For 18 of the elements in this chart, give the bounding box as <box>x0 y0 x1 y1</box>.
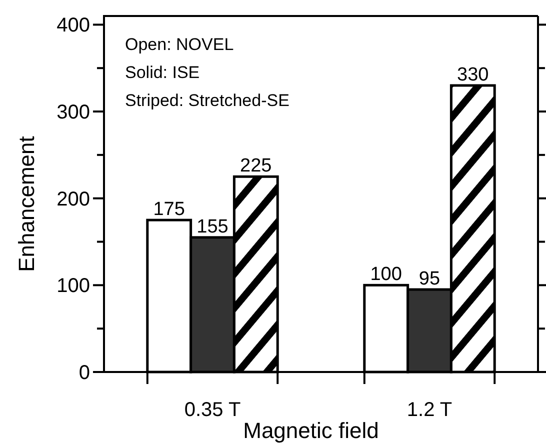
y-tick-label: 0 <box>78 362 90 384</box>
data-label: 95 <box>418 268 440 290</box>
annotation: Solid: ISE <box>125 63 200 82</box>
y-tick-label: 300 <box>56 102 90 124</box>
y-axis-title: Enhancement <box>14 136 39 272</box>
annotation: Striped: Stretched-SE <box>125 91 290 110</box>
y-tick-label: 400 <box>56 14 90 37</box>
y-tick-label: 200 <box>56 188 90 210</box>
x-tick-label: 0.35 T <box>184 399 241 421</box>
x-tick-label: 1.2 T <box>406 399 452 421</box>
annotation: Open: NOVEL <box>125 35 234 54</box>
x-axis-title: Magnetic field <box>243 418 379 443</box>
data-label: 100 <box>370 264 402 286</box>
y-tick-label: 100 <box>56 275 90 298</box>
data-label: 155 <box>196 216 228 238</box>
data-label: 330 <box>457 64 489 86</box>
data-label: 175 <box>153 199 185 220</box>
data-label: 225 <box>240 156 272 177</box>
